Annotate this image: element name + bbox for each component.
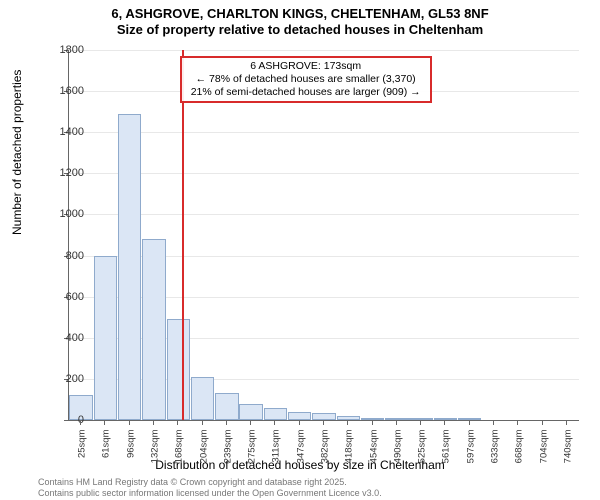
xtick-label: 740sqm	[562, 430, 573, 472]
annotation-box: 6 ASHGROVE: 173sqm← 78% of detached hous…	[180, 56, 432, 103]
xtick-label: 382sqm	[320, 430, 331, 472]
xtick-label: 561sqm	[441, 430, 452, 472]
gridline	[69, 50, 579, 51]
xtick-mark	[250, 420, 251, 425]
property-marker-line	[182, 50, 184, 420]
xtick-mark	[299, 420, 300, 425]
histogram-bar	[458, 418, 481, 420]
xtick-mark	[396, 420, 397, 425]
xtick-mark	[444, 420, 445, 425]
ytick-label: 1000	[44, 208, 84, 220]
xtick-mark	[372, 420, 373, 425]
histogram-bar	[118, 114, 141, 420]
xtick-mark	[80, 420, 81, 425]
histogram-bar	[434, 418, 457, 420]
xtick-label: 204sqm	[198, 430, 209, 472]
xtick-label: 704sqm	[538, 430, 549, 472]
xtick-mark	[177, 420, 178, 425]
histogram-bar	[385, 418, 408, 420]
title-line-2: Size of property relative to detached ho…	[0, 22, 600, 38]
histogram-bar	[264, 408, 287, 420]
xtick-label: 668sqm	[514, 430, 525, 472]
xtick-mark	[420, 420, 421, 425]
xtick-label: 490sqm	[392, 430, 403, 472]
xtick-mark	[347, 420, 348, 425]
xtick-label: 311sqm	[271, 430, 282, 472]
ytick-label: 1800	[44, 44, 84, 56]
ytick-label: 1400	[44, 126, 84, 138]
ytick-label: 1200	[44, 167, 84, 179]
ytick-label: 200	[44, 373, 84, 385]
ytick-label: 1600	[44, 85, 84, 97]
xtick-label: 239sqm	[222, 430, 233, 472]
xtick-label: 454sqm	[368, 430, 379, 472]
histogram-bar	[191, 377, 214, 420]
gridline	[69, 132, 579, 133]
xtick-label: 275sqm	[247, 430, 258, 472]
histogram-bar	[337, 416, 360, 420]
xtick-mark	[202, 420, 203, 425]
xtick-mark	[469, 420, 470, 425]
annotation-line-2: ← 78% of detached houses are smaller (3,…	[186, 73, 426, 86]
footer-line-1: Contains HM Land Registry data © Crown c…	[38, 477, 382, 487]
xtick-mark	[517, 420, 518, 425]
histogram-bar	[94, 256, 117, 420]
ytick-label: 800	[44, 250, 84, 262]
xtick-label: 597sqm	[465, 430, 476, 472]
title-line-1: 6, ASHGROVE, CHARLTON KINGS, CHELTENHAM,…	[0, 6, 600, 22]
xtick-label: 61sqm	[101, 430, 112, 472]
histogram-bar	[239, 404, 262, 420]
xtick-mark	[153, 420, 154, 425]
histogram-bar	[167, 319, 190, 420]
xtick-mark	[104, 420, 105, 425]
xtick-mark	[274, 420, 275, 425]
footer-attribution: Contains HM Land Registry data © Crown c…	[38, 477, 382, 498]
xtick-mark	[129, 420, 130, 425]
gridline	[69, 214, 579, 215]
y-axis-label: Number of detached properties	[10, 70, 24, 235]
xtick-label: 633sqm	[490, 430, 501, 472]
plot-area: 6 ASHGROVE: 173sqm← 78% of detached hous…	[68, 50, 579, 421]
xtick-mark	[542, 420, 543, 425]
histogram-bar	[142, 239, 165, 420]
xtick-label: 96sqm	[125, 430, 136, 472]
ytick-label: 400	[44, 332, 84, 344]
xtick-label: 168sqm	[174, 430, 185, 472]
xtick-label: 25sqm	[77, 430, 88, 472]
annotation-line-3: 21% of semi-detached houses are larger (…	[186, 86, 426, 99]
annotation-line-1: 6 ASHGROVE: 173sqm	[186, 60, 426, 73]
xtick-mark	[226, 420, 227, 425]
xtick-label: 418sqm	[344, 430, 355, 472]
xtick-label: 132sqm	[150, 430, 161, 472]
xtick-mark	[566, 420, 567, 425]
xtick-mark	[493, 420, 494, 425]
ytick-label: 600	[44, 291, 84, 303]
histogram-bar	[215, 393, 238, 420]
histogram-bar	[288, 412, 311, 420]
ytick-label: 0	[44, 414, 84, 426]
xtick-label: 347sqm	[295, 430, 306, 472]
xtick-label: 525sqm	[417, 430, 428, 472]
gridline	[69, 173, 579, 174]
footer-line-2: Contains public sector information licen…	[38, 488, 382, 498]
histogram-bar	[361, 418, 384, 420]
title-block: 6, ASHGROVE, CHARLTON KINGS, CHELTENHAM,…	[0, 0, 600, 39]
histogram-bar	[409, 418, 432, 420]
chart-container: 6, ASHGROVE, CHARLTON KINGS, CHELTENHAM,…	[0, 0, 600, 500]
xtick-mark	[323, 420, 324, 425]
